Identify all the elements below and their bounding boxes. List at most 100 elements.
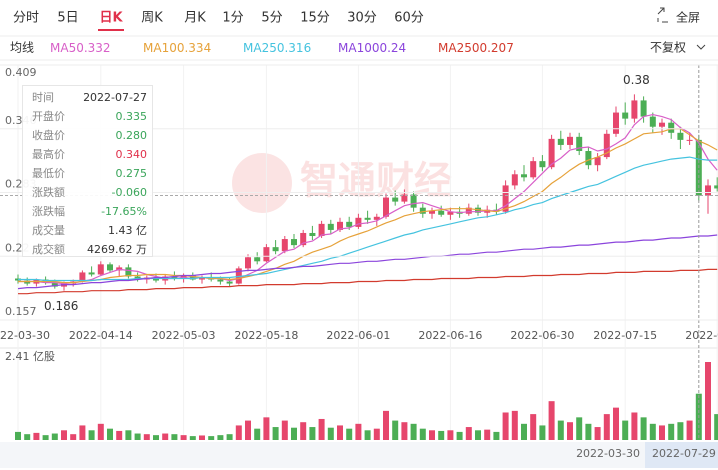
tab[interactable]: 15分	[300, 11, 330, 26]
candle-body	[714, 185, 718, 189]
volume-bar	[493, 431, 500, 440]
tooltip-value: 1.43 亿	[108, 224, 147, 237]
volume-bar	[309, 427, 316, 440]
tab[interactable]: 日K	[99, 11, 123, 26]
volume-bar	[79, 425, 86, 440]
volume-bar	[392, 420, 399, 440]
tooltip-label: 涨跌额	[32, 186, 65, 199]
candle-body	[346, 221, 353, 227]
candle-body	[337, 221, 343, 230]
ma-value: 0.332	[76, 41, 110, 55]
tab[interactable]: 30分	[347, 11, 377, 26]
volume-bar	[180, 435, 187, 440]
candle-body	[281, 239, 288, 252]
volume-bar	[659, 425, 665, 440]
tab[interactable]: 5日	[57, 11, 78, 26]
tab[interactable]: 5分	[261, 11, 282, 26]
candle-body	[649, 116, 656, 127]
volume-bar	[171, 434, 178, 440]
volume-bar	[622, 420, 629, 440]
ma-name: MA250	[438, 41, 479, 55]
ma-label[interactable]: 均线	[10, 41, 34, 55]
ma-name: MA5	[50, 41, 76, 55]
dropdown-icon[interactable]	[696, 44, 706, 50]
candle-body	[686, 139, 693, 141]
volume-tick-label: 2.41 亿股	[5, 350, 55, 363]
tab[interactable]: 60分	[394, 11, 424, 26]
candle-body	[594, 157, 601, 166]
ma-line	[18, 113, 718, 285]
candle-body	[107, 264, 113, 271]
adjust[interactable]: 不复权	[650, 41, 686, 55]
ma-name: MA25	[243, 41, 277, 55]
high-label: 0.38	[623, 73, 650, 87]
fullscreen[interactable]: 全屏	[676, 10, 700, 25]
ma-line	[18, 128, 718, 284]
low-label: 0.186	[44, 299, 78, 313]
candle-body	[51, 282, 58, 287]
tooltip-label: 收盘价	[32, 129, 65, 142]
candle-body	[199, 277, 205, 280]
candle-body	[226, 281, 233, 284]
x-tick-label: 2022-04-14	[69, 329, 133, 342]
tab[interactable]: 周K	[141, 11, 163, 26]
tooltip-value: 0.280	[115, 129, 148, 142]
range-start: 2022-03-30	[576, 447, 640, 460]
tooltip-value: 0.335	[115, 110, 148, 123]
volume-bar	[484, 429, 491, 440]
tooltip-value: 0.275	[115, 167, 148, 180]
volume-bar	[576, 417, 583, 440]
volume-bar	[668, 423, 675, 440]
volume-bar	[42, 435, 49, 440]
candle-body	[254, 257, 261, 262]
volume-bar	[61, 430, 67, 440]
tooltip-row: 涨跌额 -0.060	[23, 183, 152, 202]
tab[interactable]: 分时	[13, 11, 39, 26]
volume-bar	[714, 414, 718, 440]
candle-body	[125, 267, 132, 277]
volume-bar	[199, 435, 205, 440]
tooltip-row: 收盘价 0.280	[23, 126, 152, 145]
tab[interactable]: 1分	[222, 11, 243, 26]
volume-bar	[640, 417, 647, 440]
candle-body	[677, 132, 684, 140]
fullscreen-icon[interactable]	[657, 7, 668, 23]
watermark: 智通财经	[232, 153, 452, 213]
volume-bar	[419, 428, 426, 440]
tooltip-row: 成交额 4269.62 万	[23, 240, 152, 259]
candle-body	[631, 100, 638, 119]
volume-bar	[502, 412, 509, 440]
x-tick-label: 2022-06-30	[510, 329, 574, 342]
volume-bar	[705, 362, 711, 440]
tooltip-label: 最低价	[32, 167, 65, 180]
volume-bar	[337, 425, 343, 440]
candle-body	[419, 207, 426, 214]
volume-bar	[475, 430, 481, 440]
x-tick-label: 2022-07-29	[685, 329, 718, 342]
volume-bar	[530, 414, 537, 440]
range-window[interactable]	[645, 442, 718, 468]
tooltip-label: 涨跌幅	[32, 205, 65, 218]
range-slider[interactable]	[0, 442, 718, 468]
volume-bar	[429, 430, 435, 440]
volume-bar	[465, 427, 472, 440]
tab[interactable]: 月K	[184, 11, 206, 26]
volume-bar	[401, 422, 408, 440]
ma-line	[17, 234, 718, 290]
tooltip-label: 成交量	[32, 224, 65, 237]
volume-bar	[603, 414, 610, 440]
candle-body	[548, 138, 555, 168]
y-tick-label: 0.409	[5, 66, 37, 79]
candle-body	[309, 232, 316, 237]
tooltip-row: 成交量 1.43 亿	[23, 221, 152, 240]
volume-bar	[272, 427, 279, 440]
tooltip-value: -0.060	[111, 186, 147, 199]
tooltip-value: 2022-07-27	[83, 91, 147, 104]
candle-body	[79, 272, 86, 282]
candle-body	[613, 112, 619, 134]
tooltip-row: 最高价 0.340	[23, 145, 152, 164]
ma-legend: MA2500.207	[438, 41, 514, 55]
candle-body	[511, 174, 518, 186]
candle-body	[603, 133, 610, 158]
candle-body	[383, 197, 389, 217]
